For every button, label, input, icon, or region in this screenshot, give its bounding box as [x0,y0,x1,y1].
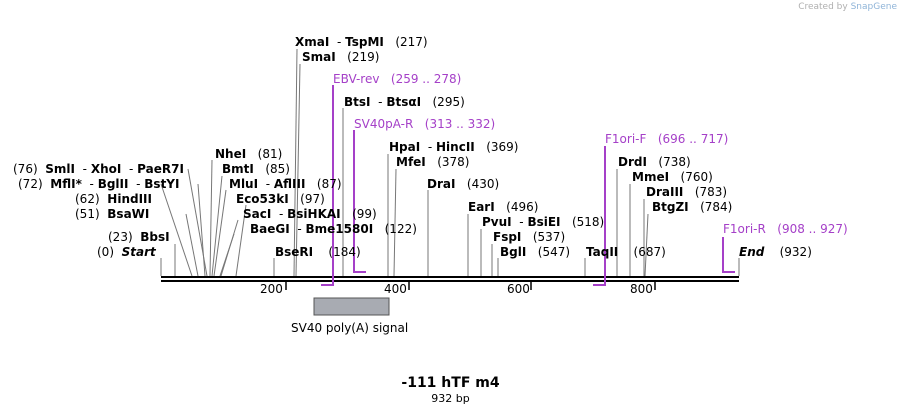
tick-label-200: 200 [260,282,283,296]
site-pvui[interactable]: PvuI - BsiEI (518) [482,215,605,229]
cut-site-lines [160,48,740,277]
site-smai[interactable]: SmaI (219) [302,50,380,64]
site-smli[interactable]: (76) SmlI - XhoI - PaeR7I [13,162,184,176]
site-nhei[interactable]: NheI (81) [215,147,283,161]
primer-sv40pa-r-line [353,130,366,273]
site-mfli[interactable]: (72) MflI* - BglII - BstYI [18,177,180,191]
map-length: 932 bp [431,392,470,405]
site-taqii[interactable]: TaqII (687) [586,245,666,259]
site-saci[interactable]: SacI - BsiHKAI (99) [243,207,377,221]
site-bsawi[interactable]: (51) BsaWI [75,207,150,221]
snapgene-logo: SnapGene [850,2,897,12]
primer-sv40pa-r[interactable]: SV40pA-R (313 .. 332) [354,117,496,131]
tick-label-600: 600 [507,282,530,296]
site-drdi[interactable]: DrdI (738) [618,155,691,169]
primer-ebv-rev[interactable]: EBV-rev (259 .. 278) [333,72,462,86]
primer-ebv-rev-line [321,85,334,286]
primer-marks [321,85,735,286]
site-xmai[interactable]: XmaI - TspMI (217) [295,35,428,49]
site-eari[interactable]: EarI (496) [468,200,539,214]
feature-label: SV40 poly(A) signal [291,321,409,335]
site-baegi[interactable]: BaeGI - Bme1580I (122) [250,222,417,236]
map-title: -111 hTF m4 [401,375,500,391]
snapgene-credit: Created by SnapGene [798,2,897,12]
primer-f1ori-f-line [593,146,606,286]
site-mlui[interactable]: MluI - AflIII (87) [229,177,342,191]
site-bbsi[interactable]: (23) BbsI [108,230,170,244]
site-end[interactable]: End (932) [739,245,812,259]
tick-label-400: 400 [384,282,407,296]
tick-label-800: 800 [630,282,653,296]
site-mfei[interactable]: MfeI (378) [396,155,470,169]
site-bseri[interactable]: BseRI (184) [275,245,361,259]
site-hpai[interactable]: HpaI - HincII (369) [389,140,519,154]
primer-f1ori-r[interactable]: F1ori-R (908 .. 927) [723,222,848,236]
primer-f1ori-r-line [722,237,735,273]
site-fspi[interactable]: FspI (537) [493,230,566,244]
site-hindiii[interactable]: (62) HindIII [75,192,152,206]
site-draiii[interactable]: DraIII (783) [646,185,728,199]
sv40-polya-signal-feature[interactable] [313,297,390,316]
backbone-bottom-strand [161,280,739,282]
site-eco53ki[interactable]: Eco53kI (97) [236,192,325,206]
backbone-top-strand [161,276,739,278]
site-drai[interactable]: DraI (430) [427,177,500,191]
site-mmei[interactable]: MmeI (760) [632,170,713,184]
primer-f1ori-f[interactable]: F1ori-F (696 .. 717) [605,132,729,146]
site-bgli[interactable]: BglI (547) [500,245,571,259]
site-btsi[interactable]: BtsI - BtsαI (295) [344,95,465,109]
site-bmti[interactable]: BmtI (85) [222,162,290,176]
site-start[interactable]: (0) Start [97,245,156,259]
site-btgzi[interactable]: BtgZI (784) [652,200,733,214]
